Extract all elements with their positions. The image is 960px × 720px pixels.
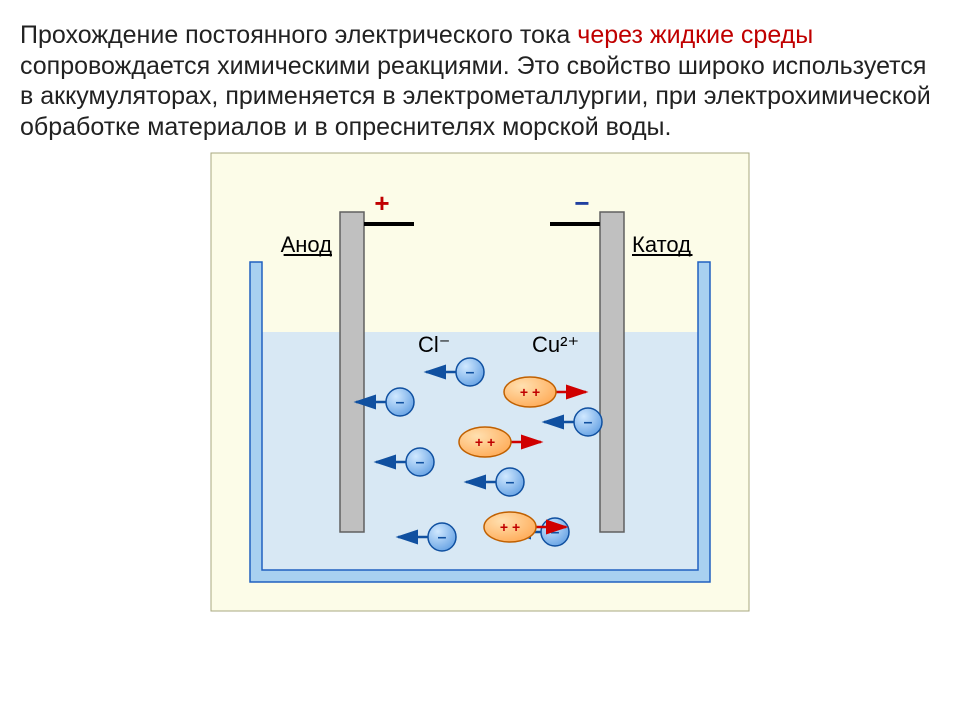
text-part-2: сопровождается химическими реакциями. Эт… <box>20 52 931 141</box>
anode-label: Анод <box>281 232 333 257</box>
anion-sign: – <box>438 529 447 546</box>
text-part-1: Прохождение постоянного электрического т… <box>20 21 570 49</box>
cation-sign: + + <box>520 384 540 400</box>
electrolysis-diagram: +−АнодКатодCl⁻Cu²⁺–––––––+ ++ ++ + <box>210 152 750 612</box>
anion-sign: – <box>416 454 425 471</box>
cl-label: Cl⁻ <box>418 332 450 357</box>
anion-sign: – <box>506 474 515 491</box>
anode-sign: + <box>374 188 389 218</box>
cation-sign: + + <box>475 434 495 450</box>
cation-sign: + + <box>500 519 520 535</box>
anion-sign: – <box>396 394 405 411</box>
cathode <box>600 212 624 532</box>
cu-label: Cu²⁺ <box>532 332 579 357</box>
cathode-sign: − <box>574 188 589 218</box>
anode <box>340 212 364 532</box>
anion-sign: – <box>466 364 475 381</box>
diagram-container: +−АнодКатодCl⁻Cu²⁺–––––––+ ++ ++ + <box>0 152 960 617</box>
cathode-label: Катод <box>632 232 691 257</box>
text-highlight: через жидкие среды <box>570 21 813 49</box>
anion-sign: – <box>584 414 593 431</box>
description-paragraph: Прохождение постоянного электрического т… <box>0 0 960 152</box>
